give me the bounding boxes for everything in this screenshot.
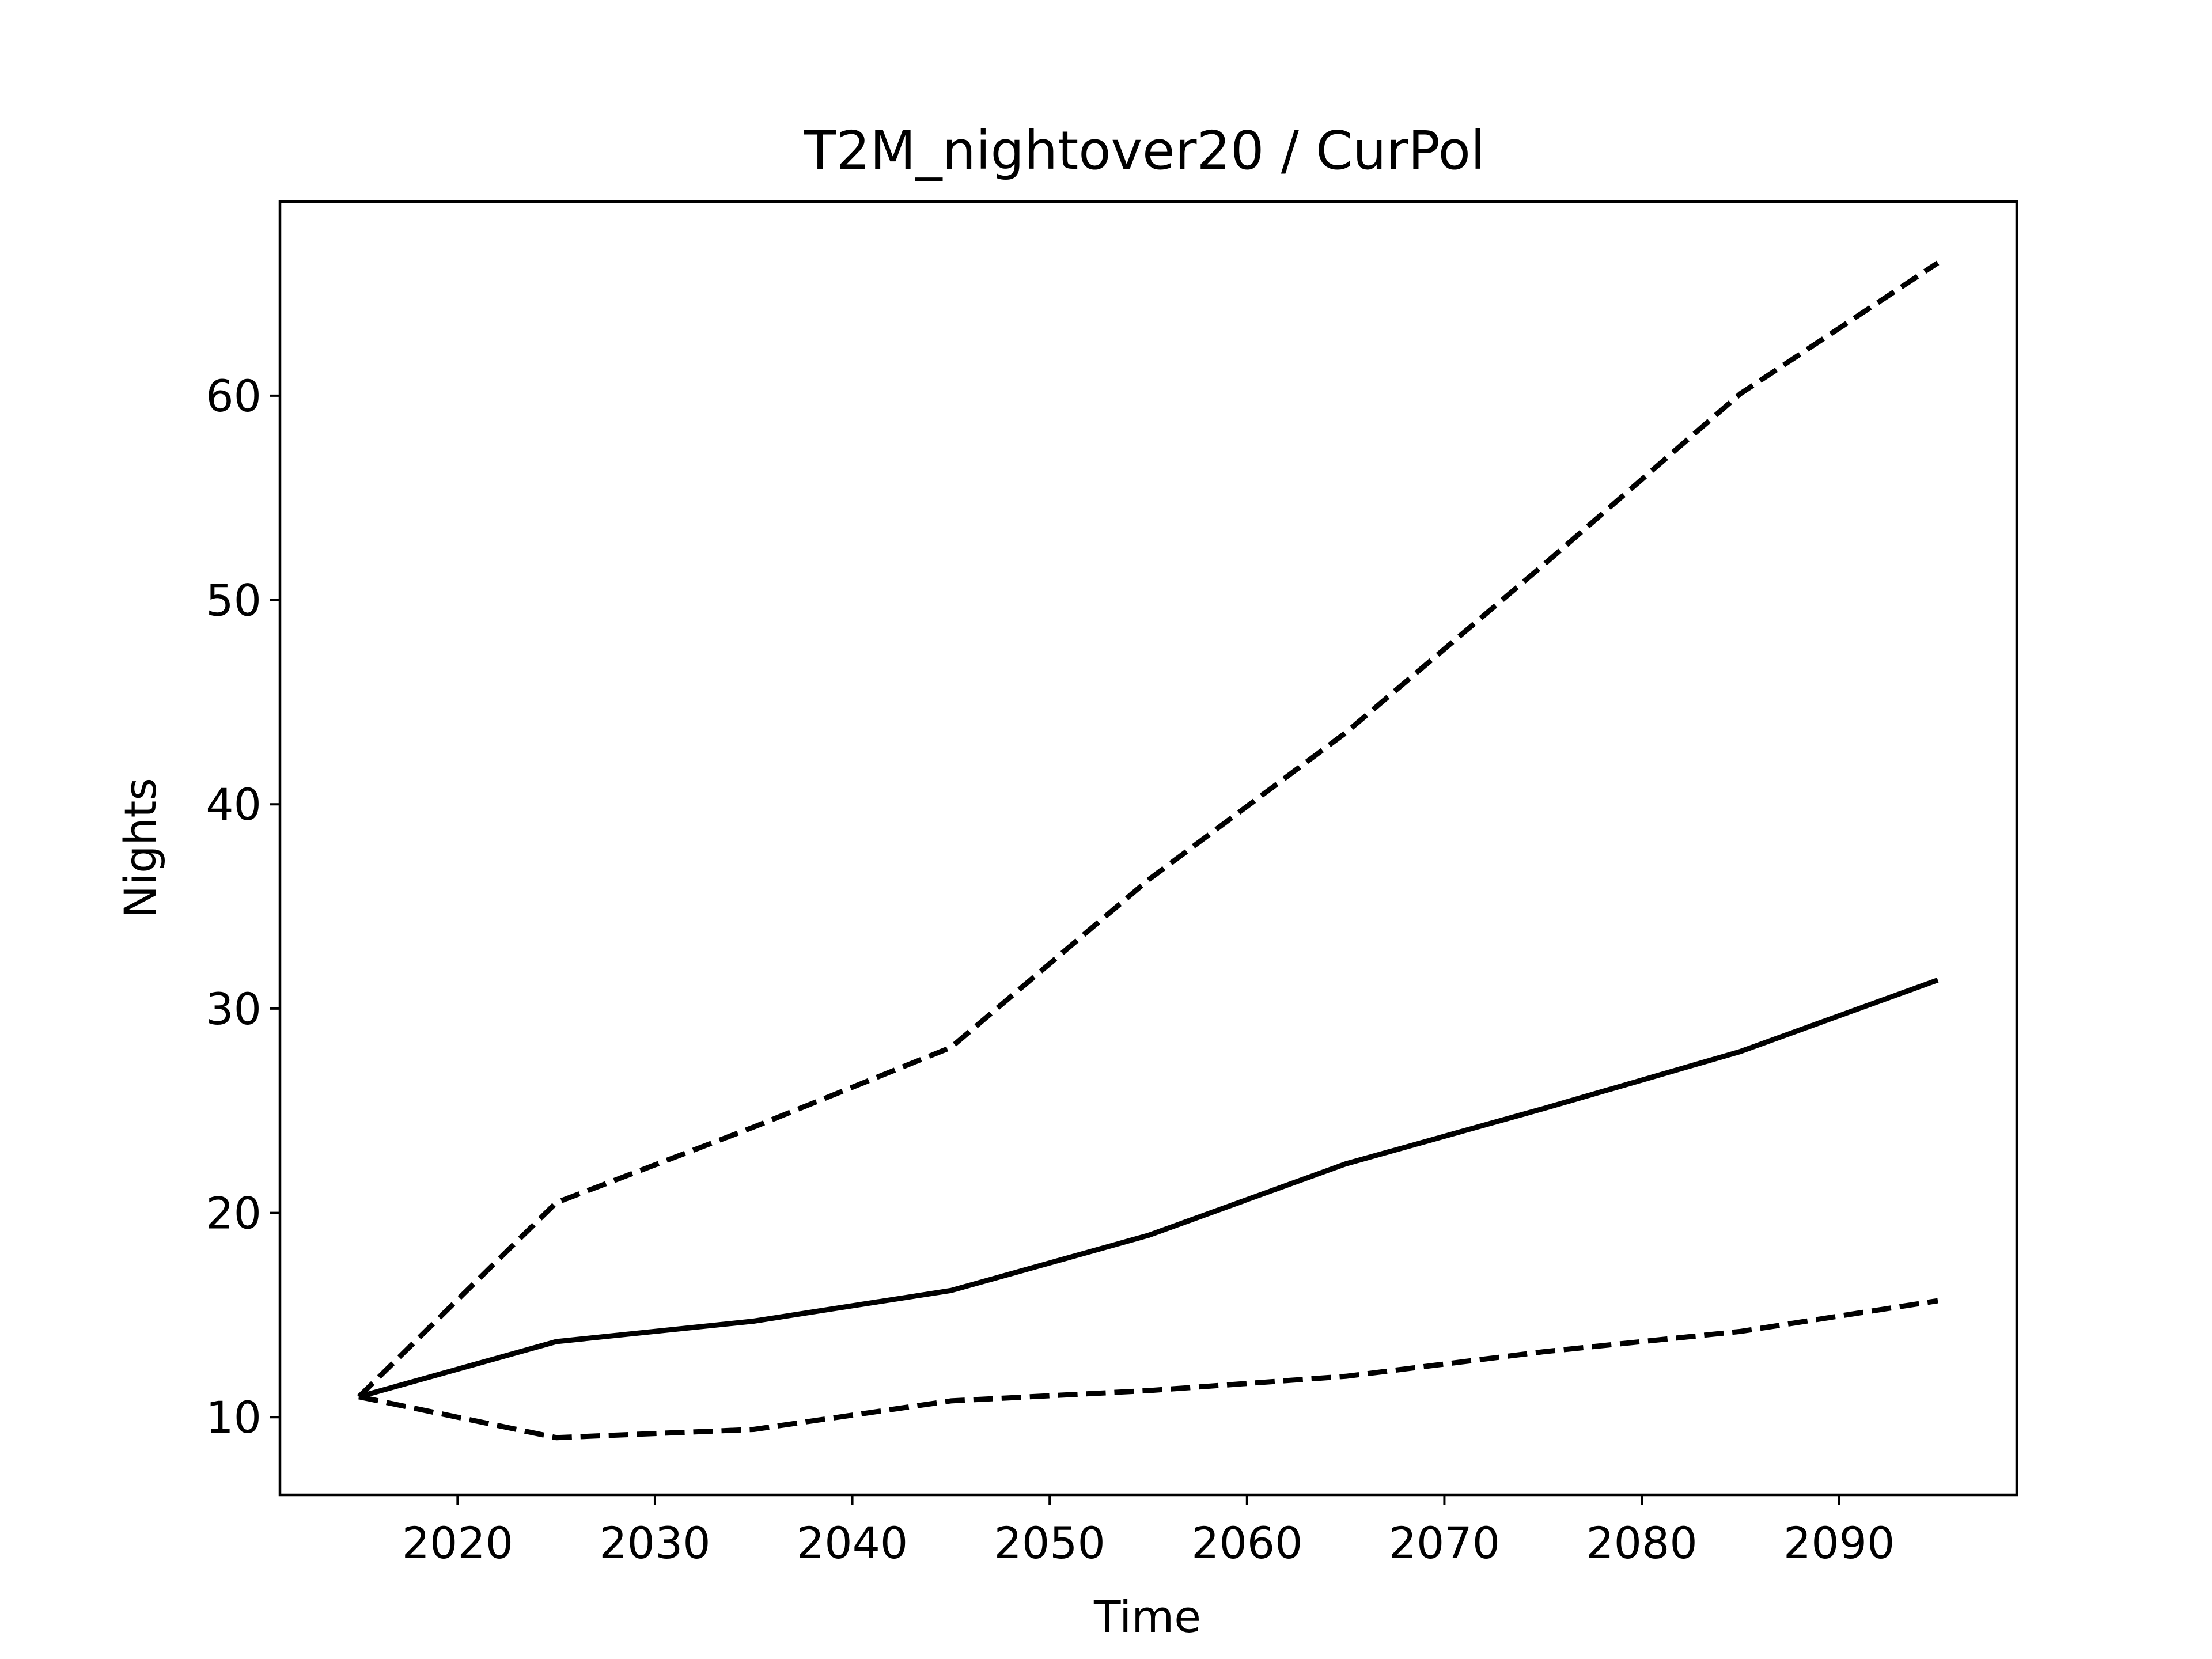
plot-series	[357, 260, 1940, 1441]
y-tick-label: 30	[206, 983, 262, 1035]
x-tick-label: 2080	[1586, 1517, 1697, 1569]
x-tick-label: 2040	[797, 1517, 908, 1569]
y-axis-ticks: 10 20 30 40 50 60	[206, 370, 280, 1443]
x-tick-label: 2070	[1389, 1517, 1500, 1569]
x-tick-label: 2060	[1191, 1517, 1302, 1569]
series-line-central	[358, 978, 1939, 1400]
series-line-upper-bound	[357, 260, 1940, 1399]
chart-title: T2M_nightover20 / CurPol	[804, 120, 1486, 181]
x-tick-label: 2030	[599, 1517, 710, 1569]
y-tick-label: 50	[206, 575, 262, 626]
y-tick-label: 20	[206, 1188, 262, 1239]
y-tick-label: 10	[206, 1392, 262, 1443]
x-tick-label: 2020	[402, 1517, 513, 1569]
x-axis-ticks: 2020 2030 2040 2050 2060 2070 2080 2090	[402, 1495, 1895, 1569]
y-tick-label: 60	[206, 370, 262, 422]
y-axis-label: Nights	[115, 778, 166, 918]
x-tick-label: 2050	[994, 1517, 1105, 1569]
series-line-lower-bound	[358, 1298, 1938, 1441]
plot-frame	[278, 200, 2018, 1497]
y-tick-label: 40	[206, 779, 262, 830]
x-axis-label: Time	[1093, 1591, 1201, 1642]
x-tick-label: 2090	[1783, 1517, 1895, 1569]
